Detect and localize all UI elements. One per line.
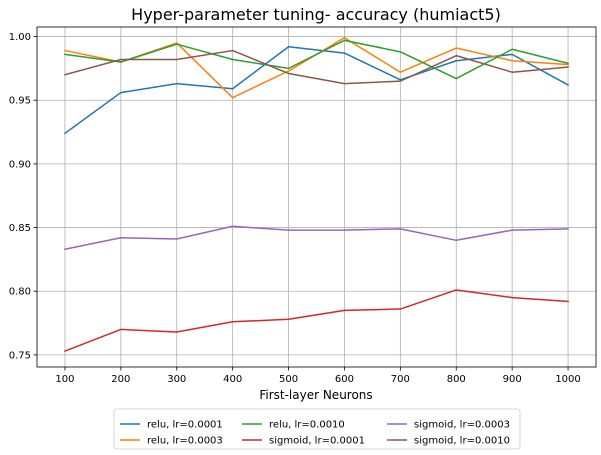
- y-tick-label: 0.85: [9, 223, 31, 234]
- series-line-5: [64, 225, 569, 251]
- x-tick-label: 1000: [555, 374, 580, 385]
- x-tick-label: 100: [55, 374, 74, 385]
- x-tick-label: 700: [391, 374, 410, 385]
- x-tick-label: 600: [335, 374, 354, 385]
- legend-label-4: sigmoid, lr=0.0001: [269, 436, 365, 447]
- legend-label-1: relu, lr=0.0001: [147, 420, 223, 431]
- legend-label-5: sigmoid, lr=0.0003: [414, 420, 510, 431]
- x-tick-label: 400: [223, 374, 242, 385]
- x-tick-label: 500: [279, 374, 298, 385]
- x-tick-label: 300: [167, 374, 186, 385]
- y-tick-label: 0.75: [9, 350, 31, 361]
- legend-box: [113, 408, 521, 450]
- series-line-4: [63, 289, 569, 353]
- series-line-1: [63, 45, 570, 135]
- x-tick-label: 900: [503, 374, 522, 385]
- series-lines: [63, 37, 570, 353]
- y-tick-label: 0.80: [9, 287, 31, 298]
- legend-label-6: sigmoid, lr=0.0010: [414, 436, 510, 447]
- legend-label-3: relu, lr=0.0010: [269, 420, 345, 431]
- plot-frame: [36, 26, 597, 368]
- x-axis-title: First-layer Neurons: [259, 388, 372, 402]
- y-tick-label: 1.00: [9, 32, 31, 43]
- x-axis: 100 200 300 400 500 600 700 800 900 1000: [55, 367, 581, 385]
- y-axis: 0.75 0.80 0.85 0.90 0.95 1.00: [9, 32, 37, 361]
- legend-label-2: relu, lr=0.0003: [147, 436, 223, 447]
- x-tick-label: 200: [111, 374, 130, 385]
- y-tick-label: 0.90: [9, 159, 31, 170]
- x-tick-label: 800: [447, 374, 466, 385]
- chart-title: Hyper-parameter tuning- accuracy (humiac…: [131, 5, 501, 24]
- series-line-6: [64, 49, 569, 85]
- y-tick-label: 0.95: [9, 96, 31, 107]
- legend: relu, lr=0.0001 relu, lr=0.0003 relu, lr=0…: [113, 408, 521, 450]
